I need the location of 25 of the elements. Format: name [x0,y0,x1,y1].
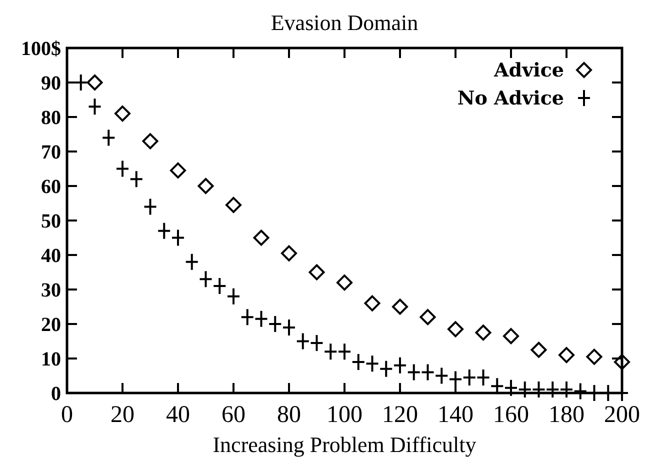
x-tick-label: 100 [326,402,362,428]
x-tick-label: 80 [277,402,301,428]
x-tick-label: 60 [222,402,246,428]
y-tick-label: 60 [41,176,61,198]
legend-label: Advice [493,60,564,82]
y-tick-label: 0 [51,383,61,405]
y-tick-label: 100$ [21,38,61,60]
y-tick-label: 40 [41,245,61,267]
x-tick-label: 160 [493,402,529,428]
x-tick-label: 40 [166,402,190,428]
y-tick-label: 90 [41,72,61,94]
x-axis-title: Increasing Problem Difficulty [212,432,476,457]
x-tick-label: 200 [604,402,640,428]
y-tick-label: 80 [41,107,61,129]
y-tick-label: 20 [41,314,61,336]
x-tick-label: 180 [548,402,584,428]
legend-label: No Advice [457,88,564,110]
x-tick-label: 120 [382,402,418,428]
y-tick-label: 50 [41,210,61,232]
y-tick-label: 70 [41,142,61,164]
y-tick-label: 30 [41,280,61,302]
x-tick-label: 140 [438,402,474,428]
x-tick-label: 20 [110,402,134,428]
y-tick-label: 10 [41,348,61,370]
chart-title: Evasion Domain [270,10,418,35]
